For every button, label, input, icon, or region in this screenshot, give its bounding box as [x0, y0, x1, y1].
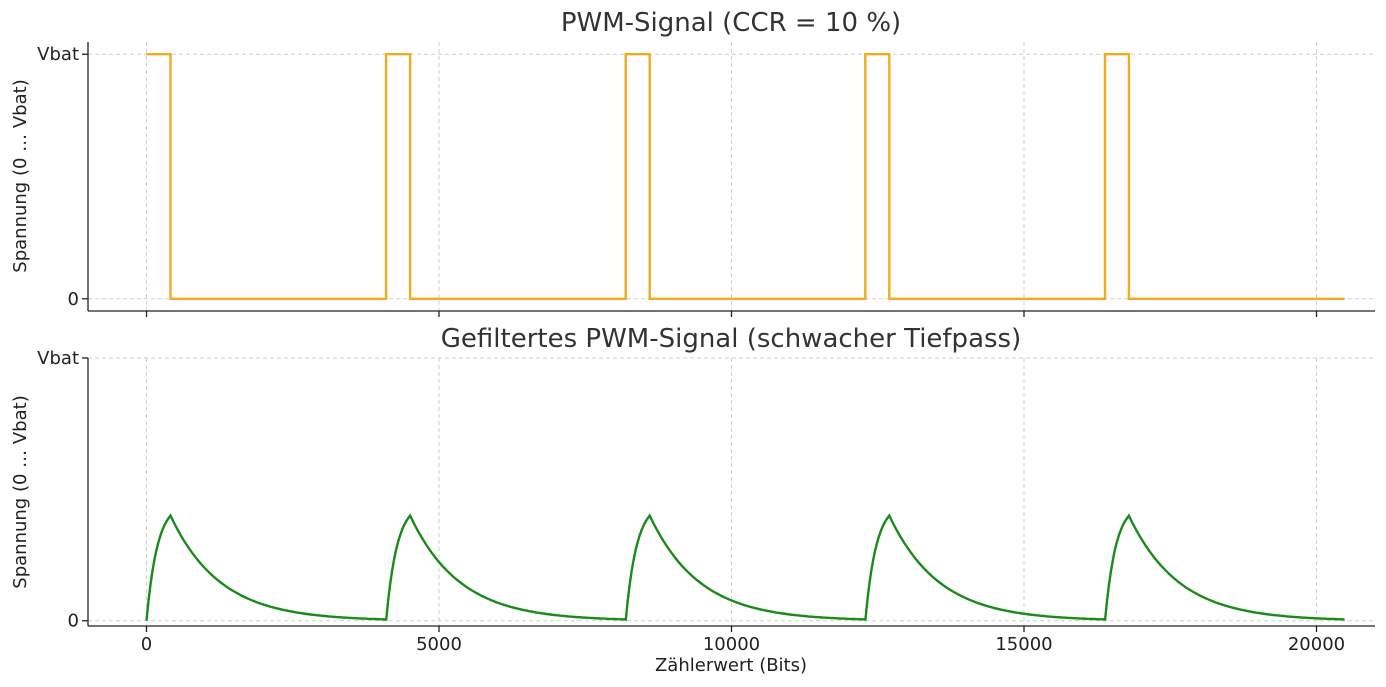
series-line — [146, 53, 1345, 300]
y-tick-label: 0 — [68, 289, 79, 310]
y-tick-label: Vbat — [37, 44, 79, 65]
y-tick-label: Vbat — [37, 348, 79, 369]
y-axis-label: Spannung (0 … Vbat) — [10, 79, 31, 272]
x-tick-label: 20000 — [1288, 634, 1345, 655]
tick-labels: 0 Vbat — [37, 44, 79, 310]
x-tick-label: 15000 — [995, 634, 1052, 655]
chart-pwm-signal: PWM-Signal (CCR = 10 %) 0 Vbat Spannung (… — [10, 8, 1375, 317]
series-group — [146, 53, 1345, 300]
x-axis-label: Zählerwert (Bits) — [655, 655, 807, 676]
y-tick-label: 0 — [68, 611, 79, 632]
chart-title: Gefiltertes PWM-Signal (schwacher Tiefpa… — [441, 324, 1021, 354]
tick-labels: 0 5000 10000 15000 20000 0 Vbat — [37, 348, 1345, 655]
series-group — [145, 513, 1345, 621]
series-line — [145, 513, 1345, 621]
x-tick-label: 10000 — [703, 634, 760, 655]
grid — [88, 42, 1375, 311]
x-tick-label: 0 — [141, 634, 152, 655]
chart-filtered-pwm-signal: Gefiltertes PWM-Signal (schwacher Tiefpa… — [10, 324, 1375, 676]
axes — [82, 42, 1375, 317]
grid — [88, 357, 1375, 626]
chart-title: PWM-Signal (CCR = 10 %) — [561, 8, 901, 38]
y-axis-label: Spannung (0 … Vbat) — [10, 395, 31, 588]
x-tick-label: 5000 — [416, 634, 462, 655]
axes — [82, 357, 1375, 632]
